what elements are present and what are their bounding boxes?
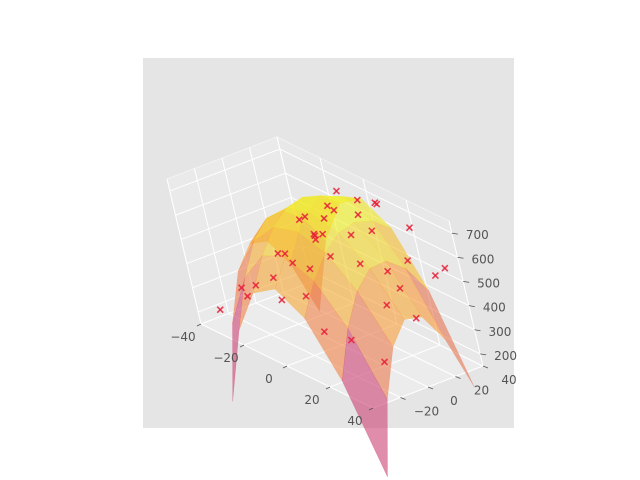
scatter-marker xyxy=(274,249,282,258)
scatter-marker xyxy=(252,281,260,289)
side-gridline-z xyxy=(180,196,292,240)
scatter-marker xyxy=(356,260,364,268)
x-tick-mark xyxy=(368,407,374,411)
scatter-marker xyxy=(319,230,327,238)
surface-plot xyxy=(232,195,475,478)
scatter-marker xyxy=(380,358,389,366)
y-tick-label: 20 xyxy=(474,384,489,398)
y-tick-mark xyxy=(455,376,461,379)
z-tick-label: 200 xyxy=(494,349,517,363)
surface-patch xyxy=(341,327,388,478)
scatter-marker xyxy=(237,284,246,292)
z-tick-mark xyxy=(463,281,470,283)
back-gridline-z xyxy=(279,148,453,234)
y-tick-label: 40 xyxy=(501,373,516,387)
scatter-marker xyxy=(347,336,355,344)
x-tick-label: 0 xyxy=(265,372,273,386)
scatter-marker xyxy=(353,196,361,204)
scatter-marker xyxy=(330,206,338,214)
scatter-marker xyxy=(320,214,328,222)
y-tick-label: 0 xyxy=(450,394,458,408)
scatter-points xyxy=(216,187,449,366)
y-tick-mark xyxy=(482,365,489,369)
z-tick-mark xyxy=(451,232,458,235)
scatter-marker xyxy=(431,271,439,280)
surface-patch xyxy=(405,268,475,388)
scatter-marker xyxy=(332,187,340,195)
scatter-marker xyxy=(216,306,224,314)
scatter-marker xyxy=(269,274,277,282)
x-tick-label: 40 xyxy=(347,414,362,428)
scatter-marker xyxy=(281,250,289,258)
z-tick-label: 500 xyxy=(477,276,500,290)
y-tick-label: −20 xyxy=(414,405,439,419)
x-tick-label: −40 xyxy=(170,330,195,344)
y-tick-mark xyxy=(427,386,434,390)
scatter-marker xyxy=(383,301,391,309)
scatter-marker xyxy=(441,264,449,272)
scatter-marker xyxy=(405,224,414,232)
side-gridline-y xyxy=(194,168,229,314)
scatter-marker xyxy=(289,259,297,267)
side-gridline-z xyxy=(175,172,286,216)
z-tick-label: 700 xyxy=(466,228,489,242)
scatter-marker xyxy=(301,213,309,221)
y-tick-mark xyxy=(400,397,406,400)
scatter-marker xyxy=(323,202,331,210)
scatter-marker xyxy=(306,265,314,273)
scatter-marker xyxy=(347,231,355,239)
scatter-marker xyxy=(302,292,310,300)
scatter-marker xyxy=(311,232,319,240)
scatter-marker xyxy=(404,257,412,265)
scatter-marker xyxy=(412,314,420,322)
side-gridline-z xyxy=(169,148,281,192)
z-tick-mark xyxy=(474,329,481,332)
z-tick-mark xyxy=(468,305,475,307)
scatter-marker xyxy=(384,267,392,275)
side-gridline-y xyxy=(166,178,202,325)
scatter-marker xyxy=(326,252,335,260)
z-tick-label: 400 xyxy=(483,301,506,315)
z-tick-mark xyxy=(480,353,487,356)
scatter-marker xyxy=(373,200,381,208)
z-tick-label: 600 xyxy=(472,252,495,266)
scatter-marker xyxy=(368,227,376,235)
x-tick-label: −20 xyxy=(213,351,238,365)
axis-ticks: −40 −20 0 20 40 −20 0 20 40 200 300 400 500 600 700 xyxy=(170,228,517,428)
scatter-marker xyxy=(320,328,328,336)
x-tick-mark xyxy=(325,386,331,390)
scatter-marker xyxy=(354,211,362,219)
z-tick-label: 300 xyxy=(489,325,512,339)
scatter-marker xyxy=(278,296,286,304)
scatter-marker xyxy=(243,292,252,300)
x-tick-mark xyxy=(282,365,288,369)
x-tick-mark xyxy=(196,323,202,327)
x-tick-label: 20 xyxy=(304,393,319,407)
x-tick-mark xyxy=(239,344,245,348)
back-gridline-x xyxy=(448,220,484,367)
scatter-marker xyxy=(396,284,404,292)
scatter-marker xyxy=(295,216,303,224)
z-tick-mark xyxy=(457,256,464,259)
